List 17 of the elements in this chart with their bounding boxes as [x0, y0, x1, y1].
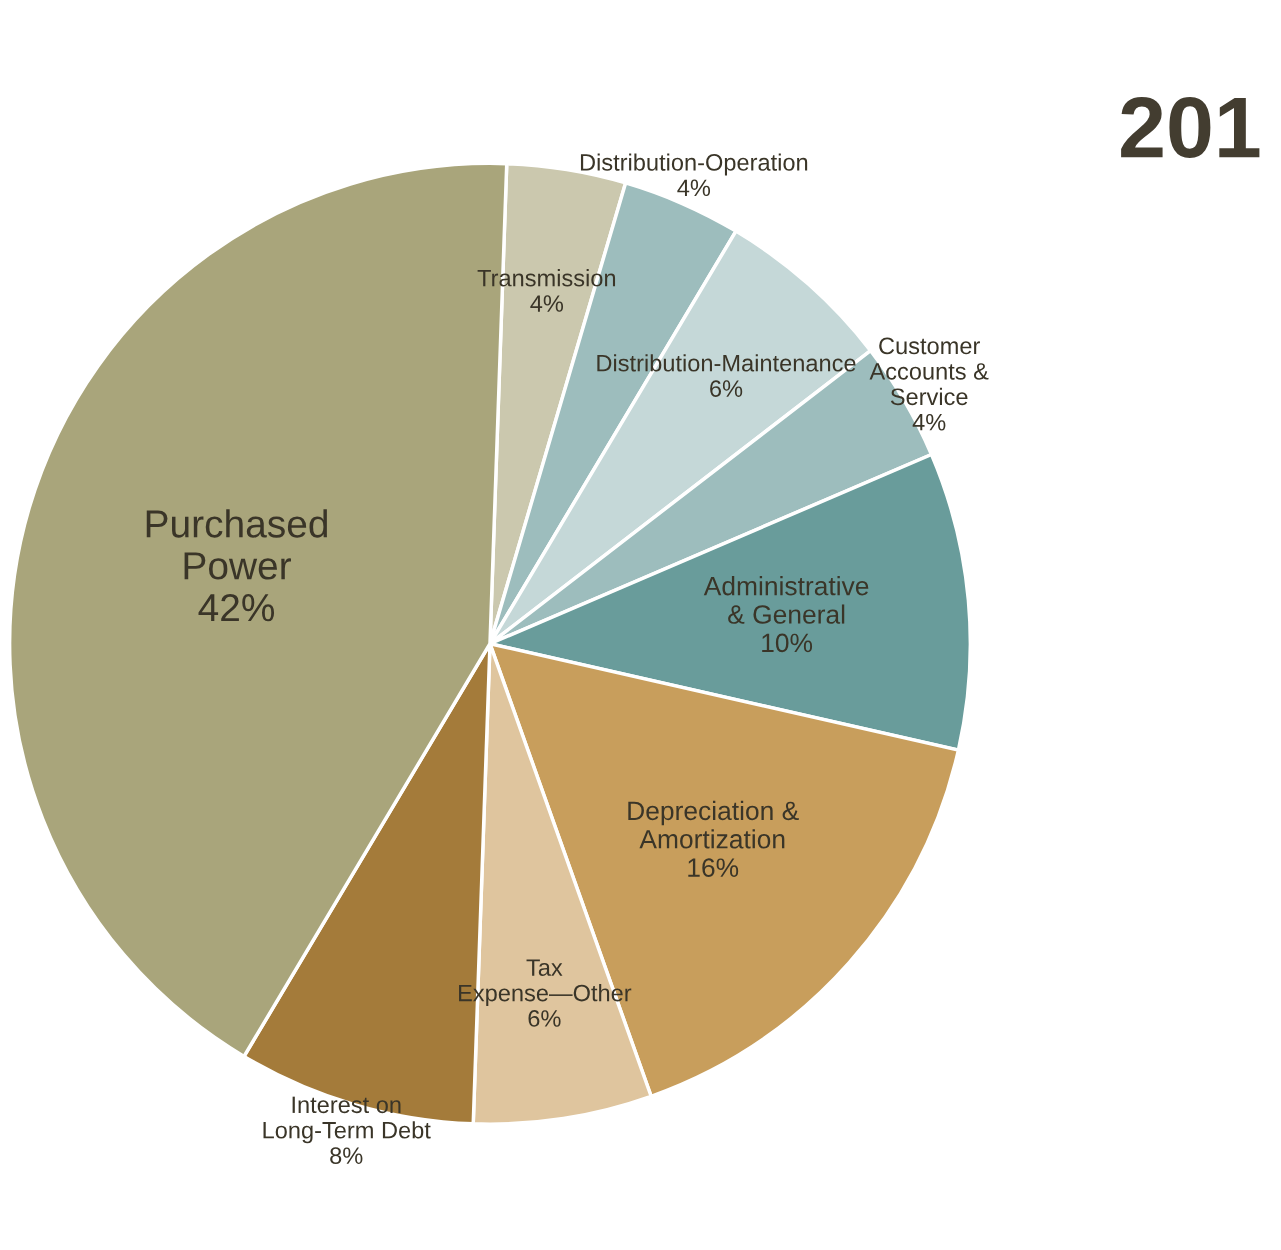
data-label: 16% [688, 858, 739, 877]
text: 201 [1121, 97, 1260, 158]
data-label: 10% [762, 633, 813, 653]
data-label: 6% [528, 1010, 561, 1027]
data-label: 4% [912, 413, 946, 431]
slice-label: Administrative & General [703, 576, 869, 624]
data-label: 42% [198, 593, 275, 622]
slice-label: Purchased Power [146, 509, 327, 580]
slice-label: Interest on Long-Term Debt [263, 1096, 431, 1144]
slice-label: Depreciation & Amortization [628, 800, 799, 849]
slice-label: Distribution-Maintenance [597, 354, 856, 372]
slice-label: Distribution-Operation [580, 153, 808, 176]
data-label: 4% [530, 295, 564, 312]
data-label: 4% [677, 179, 711, 197]
data-label: 8% [330, 1147, 363, 1164]
data-label: 6% [710, 380, 743, 397]
slice-label: Customer Accounts & Service [869, 337, 989, 406]
